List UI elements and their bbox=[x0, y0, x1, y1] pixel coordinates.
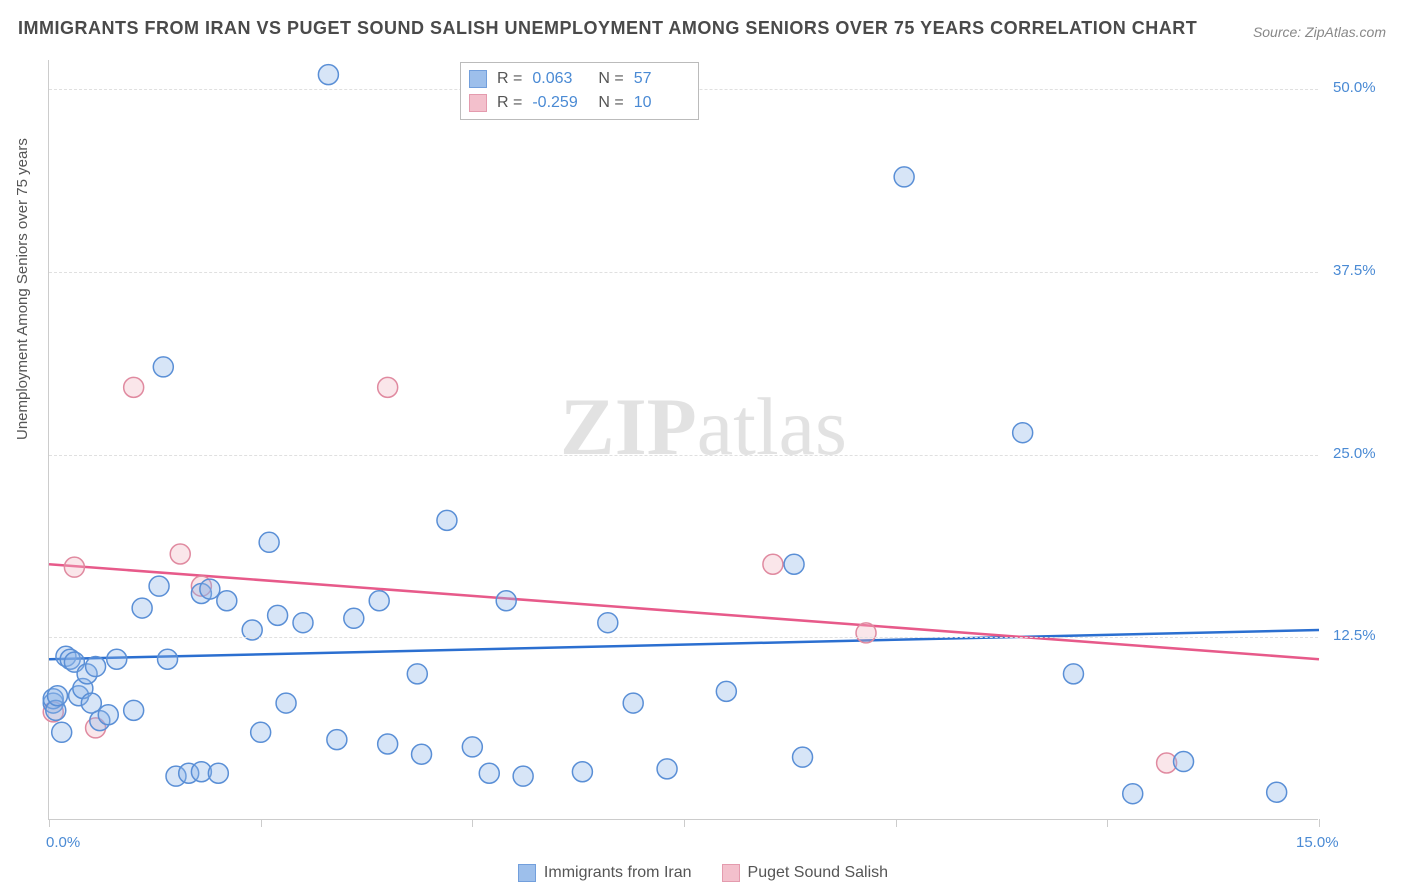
salish-point bbox=[64, 557, 84, 577]
salish-point bbox=[124, 377, 144, 397]
iran-point bbox=[293, 613, 313, 633]
source-label: Source: bbox=[1253, 24, 1301, 40]
iran-point bbox=[1174, 752, 1194, 772]
correlation-chart: IMMIGRANTS FROM IRAN VS PUGET SOUND SALI… bbox=[0, 0, 1406, 892]
chart-title: IMMIGRANTS FROM IRAN VS PUGET SOUND SALI… bbox=[18, 18, 1197, 39]
x-tick bbox=[896, 819, 897, 827]
x-tick bbox=[49, 819, 50, 827]
iran-point bbox=[158, 649, 178, 669]
iran-point bbox=[437, 510, 457, 530]
iran-swatch-icon bbox=[469, 70, 487, 88]
iran-point bbox=[657, 759, 677, 779]
iran-point bbox=[318, 65, 338, 85]
iran-point bbox=[200, 579, 220, 599]
legend-label: Immigrants from Iran bbox=[544, 864, 692, 882]
iran-point bbox=[344, 608, 364, 628]
y-tick-label: 12.5% bbox=[1333, 627, 1376, 644]
x-tick-label: 15.0% bbox=[1296, 834, 1339, 851]
iran-point bbox=[47, 686, 67, 706]
iran-point bbox=[86, 657, 106, 677]
x-tick bbox=[684, 819, 685, 827]
stats-legend-box: R = 0.063 N = 57 R = -0.259 N = 10 bbox=[460, 62, 699, 120]
x-tick bbox=[1107, 819, 1108, 827]
iran-point bbox=[327, 730, 347, 750]
iran-point bbox=[716, 681, 736, 701]
iran-point bbox=[407, 664, 427, 684]
iran-point bbox=[598, 613, 618, 633]
y-tick-label: 25.0% bbox=[1333, 445, 1376, 462]
iran-point bbox=[259, 532, 279, 552]
iran-point bbox=[208, 763, 228, 783]
salish-point bbox=[170, 544, 190, 564]
n-value: 10 bbox=[634, 91, 690, 115]
n-label: N = bbox=[598, 67, 623, 91]
r-label: R = bbox=[497, 67, 522, 91]
stats-row: R = -0.259 N = 10 bbox=[469, 91, 690, 115]
plot-area: 12.5%25.0%37.5%50.0% bbox=[48, 60, 1318, 820]
iran-point bbox=[462, 737, 482, 757]
source-name: ZipAtlas.com bbox=[1305, 24, 1386, 40]
iran-point bbox=[513, 766, 533, 786]
iran-point bbox=[369, 591, 389, 611]
y-tick-label: 37.5% bbox=[1333, 262, 1376, 279]
legend-item: Puget Sound Salish bbox=[722, 864, 889, 882]
iran-point bbox=[52, 722, 72, 742]
iran-point bbox=[496, 591, 516, 611]
gridline bbox=[49, 455, 1318, 456]
salish-point bbox=[856, 623, 876, 643]
iran-point bbox=[784, 554, 804, 574]
iran-point bbox=[107, 649, 127, 669]
iran-point bbox=[217, 591, 237, 611]
gridline bbox=[49, 637, 1318, 638]
salish-point bbox=[763, 554, 783, 574]
iran-point bbox=[479, 763, 499, 783]
iran-point bbox=[412, 744, 432, 764]
x-tick bbox=[472, 819, 473, 827]
iran-swatch-icon bbox=[518, 864, 536, 882]
legend-bottom: Immigrants from Iran Puget Sound Salish bbox=[0, 864, 1406, 882]
iran-point bbox=[124, 700, 144, 720]
y-tick-label: 50.0% bbox=[1333, 79, 1376, 96]
r-value: 0.063 bbox=[532, 67, 588, 91]
n-value: 57 bbox=[634, 67, 690, 91]
n-label: N = bbox=[598, 91, 623, 115]
iran-point bbox=[1013, 423, 1033, 443]
x-tick bbox=[261, 819, 262, 827]
r-label: R = bbox=[497, 91, 522, 115]
salish-swatch-icon bbox=[722, 864, 740, 882]
iran-point bbox=[98, 705, 118, 725]
iran-point bbox=[132, 598, 152, 618]
iran-point bbox=[894, 167, 914, 187]
legend-label: Puget Sound Salish bbox=[748, 864, 889, 882]
iran-point bbox=[251, 722, 271, 742]
gridline bbox=[49, 272, 1318, 273]
iran-point bbox=[1063, 664, 1083, 684]
iran-point bbox=[153, 357, 173, 377]
iran-point bbox=[378, 734, 398, 754]
iran-point bbox=[1123, 784, 1143, 804]
stats-row: R = 0.063 N = 57 bbox=[469, 67, 690, 91]
plot-svg bbox=[49, 60, 1318, 819]
x-tick bbox=[1319, 819, 1320, 827]
y-axis-title: Unemployment Among Seniors over 75 years bbox=[14, 138, 31, 440]
x-tick-label: 0.0% bbox=[46, 834, 80, 851]
legend-item: Immigrants from Iran bbox=[518, 864, 692, 882]
salish-point bbox=[378, 377, 398, 397]
salish-swatch-icon bbox=[469, 94, 487, 112]
iran-point bbox=[149, 576, 169, 596]
source-attribution: Source: ZipAtlas.com bbox=[1253, 24, 1386, 40]
iran-point bbox=[793, 747, 813, 767]
iran-point bbox=[268, 605, 288, 625]
r-value: -0.259 bbox=[532, 91, 588, 115]
iran-point bbox=[623, 693, 643, 713]
iran-point bbox=[1267, 782, 1287, 802]
iran-point bbox=[276, 693, 296, 713]
iran-point bbox=[572, 762, 592, 782]
